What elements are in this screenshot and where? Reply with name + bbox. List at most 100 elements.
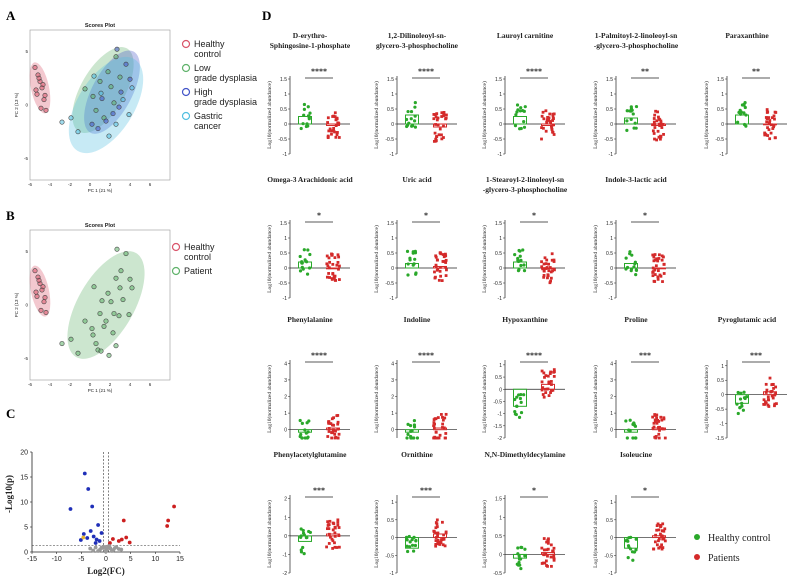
y-tick-label: 1 [499, 515, 502, 521]
y-axis-label: Log10(normalized abundance) [592, 500, 599, 568]
y-tick-label: -1.5 [715, 436, 724, 442]
healthy-point [306, 435, 310, 439]
significance-stars: *** [420, 486, 432, 495]
patient-point [762, 402, 766, 406]
healthy-point [412, 119, 417, 123]
score-point [82, 86, 88, 92]
x-tick-label: -2 [68, 382, 72, 387]
patient-point [660, 534, 663, 538]
patient-point [327, 532, 331, 536]
volcano-point [88, 529, 93, 533]
plot-frame [29, 29, 171, 181]
patient-point [552, 557, 556, 561]
patient-point [656, 418, 660, 422]
patient-point [655, 257, 658, 261]
x-tick-label: -4 [48, 382, 52, 387]
metabolite-title: glycero-3-phosphocholine [376, 41, 459, 50]
score-point [75, 129, 81, 135]
score-point [33, 289, 39, 295]
patient-point [549, 389, 553, 393]
healthy-point [517, 248, 521, 253]
score-point [126, 112, 132, 118]
healthy-point [736, 120, 740, 124]
patient-point [764, 401, 768, 405]
y-tick-label: -1 [390, 296, 395, 302]
significance-stars: ** [641, 67, 649, 76]
patient-point [654, 109, 658, 113]
x-tick-label: 6 [149, 382, 152, 387]
healthy-point [410, 537, 414, 542]
score-point [114, 46, 120, 52]
healthy-point [522, 263, 526, 267]
metabolite-title: -glycero-3-phosphocholine [483, 185, 568, 194]
patient-point [552, 117, 555, 121]
healthy-point [520, 545, 524, 550]
y-tick-label: 1.5 [495, 497, 502, 503]
significance-stars: **** [311, 351, 327, 360]
patient-point [655, 524, 659, 528]
patient-point [331, 528, 335, 532]
healthy-point [298, 269, 303, 273]
score-point [97, 311, 103, 317]
patient-point [769, 123, 773, 127]
patient-point [443, 544, 447, 548]
patient-point [766, 126, 769, 130]
score-point [40, 284, 46, 290]
patient-point [656, 129, 660, 133]
patient-point [657, 546, 661, 550]
y-tick-label: -1 [390, 152, 395, 158]
score-point [127, 276, 133, 282]
patient-point [773, 404, 776, 408]
healthy-point [518, 396, 523, 401]
score-point [113, 343, 119, 349]
patient-point [550, 126, 554, 130]
healthy-point [406, 109, 410, 114]
y-tick-label: 0.5 [606, 518, 613, 524]
healthy-point [742, 390, 746, 394]
patient-point [445, 113, 448, 117]
y-tick-label: 1 [284, 236, 287, 242]
patient-point [657, 537, 661, 541]
patient-point [653, 435, 657, 439]
patient-point [337, 255, 341, 259]
healthy-point [736, 411, 740, 416]
patient-point [659, 135, 663, 139]
y-tick-label: 1 [610, 411, 613, 417]
patient-point [766, 395, 770, 399]
patient-point [333, 111, 337, 115]
patient-point [433, 276, 437, 280]
volcano-point [119, 547, 124, 552]
metabolite-title: Indoline [404, 315, 431, 324]
patient-point [327, 272, 331, 275]
panel-label-d: D [262, 8, 271, 23]
patient-point [436, 267, 440, 271]
metabolite-plot: 1-Stearoyl-2-linoleoyl-sn-glycero-3-phos… [481, 175, 568, 302]
patient-point [771, 127, 775, 130]
patient-point [547, 394, 551, 397]
metabolite-title: Ornithine [401, 450, 433, 459]
healthy-point [306, 248, 310, 252]
patient-point [551, 119, 555, 122]
score-point [97, 78, 103, 84]
patient-point [442, 533, 445, 537]
healthy-point [740, 404, 744, 408]
metabolite-plot: Pyroglutamic acid -1.5 -1 -0.5 0 0.5 1 Log10(no… [703, 315, 787, 442]
patient-point [333, 276, 336, 280]
patient-point [550, 564, 553, 568]
patient-point [547, 269, 551, 273]
patient-point [767, 398, 771, 402]
patient-point [548, 281, 552, 285]
patient-point [442, 426, 446, 430]
patient-point [551, 130, 554, 134]
healthy-point [405, 436, 409, 440]
y-tick-label: -0.5 [278, 137, 287, 143]
x-axis-label: Log2(FC) [87, 566, 125, 576]
y-axis-label: Log10(normalized abundance) [266, 365, 273, 433]
volcano-point [99, 545, 104, 550]
plot-frame [29, 229, 171, 381]
y-tick-label: 1 [284, 411, 287, 417]
x-tick-label: -4 [48, 182, 52, 187]
patient-point [442, 112, 446, 116]
score-point [33, 87, 39, 93]
patient-point [441, 520, 444, 524]
